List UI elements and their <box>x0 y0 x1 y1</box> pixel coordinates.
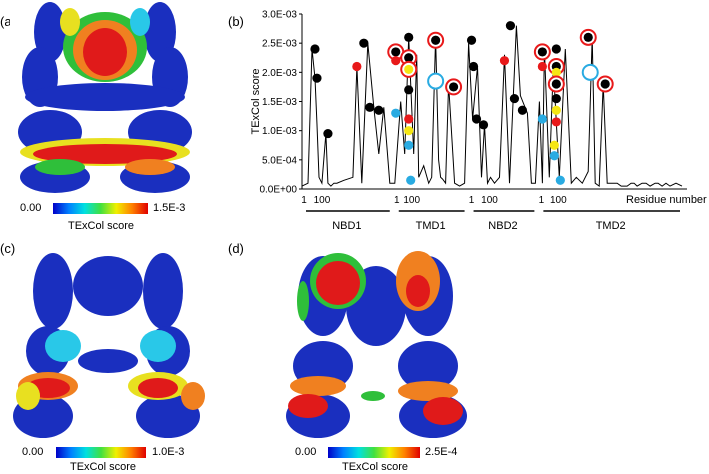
data-marker <box>310 44 320 54</box>
data-marker <box>391 56 401 66</box>
data-marker <box>404 114 414 124</box>
panel-label-c: (c) <box>0 241 16 256</box>
data-marker <box>600 79 610 89</box>
data-marker <box>352 61 362 72</box>
y-tick-label: 3.0E-03 <box>262 10 297 21</box>
panel-label-d: (d) <box>228 241 244 256</box>
color-scale-min-d: 0.00 <box>295 446 317 458</box>
data-marker <box>537 47 547 57</box>
color-scale-max-a: 1.5E-3 <box>153 202 186 214</box>
data-marker <box>404 32 414 42</box>
y-tick-label: 2.0E-03 <box>262 68 297 79</box>
protein-structure-c <box>13 253 205 438</box>
data-marker <box>509 93 520 104</box>
data-marker <box>537 114 547 124</box>
x-tick-label: 100 <box>481 195 498 206</box>
data-marker <box>404 126 414 136</box>
domain-label: NBD2 <box>488 220 517 232</box>
protein-structure-d <box>286 251 467 438</box>
data-marker <box>471 114 482 124</box>
x-tick-label: 100 <box>314 195 331 206</box>
protein-structure-a <box>10 2 200 198</box>
data-marker <box>359 38 369 48</box>
x-tick-label: 1 <box>539 195 545 206</box>
protein-hotspots <box>16 330 205 410</box>
data-marker <box>551 105 561 115</box>
data-marker <box>499 56 510 66</box>
data-marker <box>431 35 441 45</box>
texcol-profile-chart: 0.0E+00 5.0E-04 1.0E-03 1.5E-03 2.0E-03 2.5E-… <box>250 10 707 233</box>
data-marker <box>406 175 416 185</box>
data-marker <box>391 108 401 118</box>
data-marker <box>323 128 333 139</box>
data-marker <box>517 105 528 115</box>
color-scale-bar-d <box>328 447 420 458</box>
data-marker <box>391 47 401 57</box>
data-marker <box>449 82 459 92</box>
data-marker <box>404 64 414 75</box>
data-marker <box>466 35 477 45</box>
data-marker <box>583 32 593 42</box>
domain-label: NBD1 <box>332 220 361 232</box>
protein-hotspots <box>288 251 463 425</box>
data-marker <box>478 120 489 130</box>
color-scale-title-d: TExCol score <box>342 461 409 473</box>
x-tick-label: 1 <box>469 195 475 206</box>
data-marker <box>374 105 384 115</box>
marker-ring <box>581 63 599 81</box>
data-marker <box>505 21 516 31</box>
x-tick-label: 1 <box>394 195 400 206</box>
data-marker <box>404 53 414 63</box>
data-marker <box>549 140 559 150</box>
y-tick-label: 1.0E-03 <box>262 126 297 137</box>
color-scale-title-c: TExCol score <box>70 461 137 473</box>
data-marker <box>404 140 414 150</box>
data-marker <box>365 102 375 112</box>
y-axis-label: TExCol score <box>250 68 262 134</box>
protein-helices <box>18 2 192 193</box>
marker-ring <box>427 72 445 90</box>
y-tick-label: 2.5E-03 <box>262 39 297 50</box>
data-marker <box>551 117 561 127</box>
panel-label-b: (b) <box>228 14 244 29</box>
color-scale-max-d: 2.5E-4 <box>425 446 458 458</box>
x-tick-label: 100 <box>550 195 567 206</box>
color-scale-bar-c <box>56 447 146 458</box>
data-marker <box>551 44 561 54</box>
y-tick-label: 0.0E+00 <box>259 185 297 196</box>
domain-label: TMD2 <box>596 220 626 232</box>
color-scale-title-a: TExCol score <box>68 220 135 232</box>
data-marker <box>551 79 561 89</box>
data-marker <box>404 85 414 95</box>
y-tick-label: 5.0E-04 <box>262 155 297 166</box>
x-tick-label: 100 <box>403 195 420 206</box>
data-marker <box>537 61 547 72</box>
data-marker <box>555 175 565 185</box>
domain-label: TMD1 <box>416 220 446 232</box>
x-tick-label: 1 <box>301 195 307 206</box>
color-scale-max-c: 1.0E-3 <box>152 446 185 458</box>
color-scale-min-c: 0.00 <box>22 446 44 458</box>
y-tick-label: 1.5E-03 <box>262 97 297 108</box>
data-marker <box>551 67 561 77</box>
color-scale-min-a: 0.00 <box>20 202 42 214</box>
data-marker <box>549 151 559 161</box>
data-marker <box>312 73 322 83</box>
profile-line <box>301 25 683 188</box>
data-marker <box>468 61 479 72</box>
x-axis-label: Residue number <box>626 194 707 206</box>
protein-hotspots <box>20 8 190 175</box>
data-marker <box>551 93 561 104</box>
color-scale-bar-a <box>53 203 148 214</box>
